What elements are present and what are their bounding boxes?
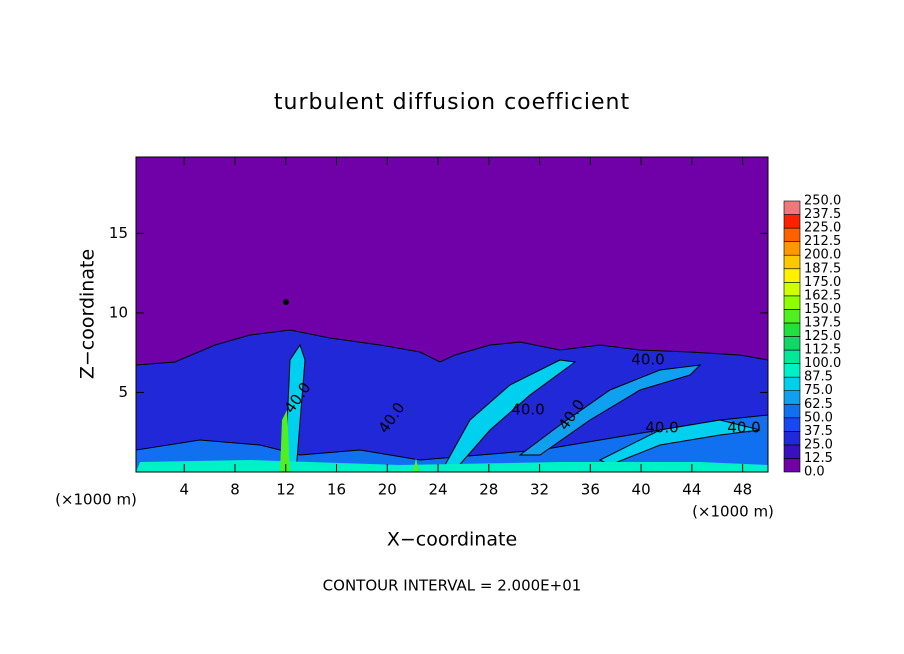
y-unit: (×1000 m)	[55, 491, 137, 509]
colorbar-label: 62.5	[804, 397, 833, 412]
colorbar-label: 112.5	[804, 343, 841, 358]
x-tick-label: 44	[682, 481, 701, 499]
colorbar-swatch	[783, 390, 801, 405]
colorbar-swatch	[783, 281, 801, 297]
colorbar-label: 100.0	[804, 356, 841, 371]
colorbar-swatch	[783, 363, 801, 378]
chart-title: turbulent diffusion coefficient	[274, 90, 630, 115]
x-tick-label: 40	[632, 481, 651, 499]
x-tick-label: 8	[230, 481, 240, 499]
field-region	[598, 419, 761, 466]
y-tick-label: 5	[118, 383, 128, 401]
field-region	[518, 364, 702, 456]
colorbar-label: 237.5	[804, 207, 841, 222]
field-region	[413, 458, 419, 472]
colorbar-swatch	[783, 322, 801, 337]
colorbar-label: 150.0	[804, 302, 841, 317]
colorbar-label: 162.5	[804, 288, 841, 303]
x-tick-label: 24	[428, 481, 447, 499]
colorbar-label: 0.0	[804, 465, 825, 480]
colorbar-label: 250.0	[804, 194, 841, 209]
colorbar-label: 37.5	[804, 424, 833, 439]
colorbar-swatch	[783, 227, 801, 242]
x-tick-label: 4	[179, 481, 189, 499]
contour-label: 40.0	[631, 351, 664, 369]
colorbar-swatch	[783, 403, 801, 419]
contour-label: 40.0	[511, 401, 544, 419]
colorbar-swatch	[783, 214, 801, 229]
colorbar-label: 12.5	[804, 451, 833, 466]
field-region	[280, 410, 290, 472]
colorbar-label: 200.0	[804, 248, 841, 263]
contour-label: 40.0	[645, 419, 678, 437]
colorbar-swatch	[783, 336, 801, 351]
x-tick-label: 12	[276, 481, 295, 499]
colorbar-label: 175.0	[804, 275, 841, 290]
y-axis-label: Z−coordinate	[77, 249, 99, 379]
contour-label: 40.0	[727, 419, 760, 437]
colorbar-swatch	[783, 444, 801, 459]
field-region	[283, 299, 289, 305]
colorbar-label: 225.0	[804, 221, 841, 236]
colorbar-label: 25.0	[804, 437, 833, 452]
colorbar-label: 75.0	[804, 383, 833, 398]
x-tick-label: 36	[581, 481, 600, 499]
plot-frame	[135, 156, 769, 473]
footer: CONTOUR INTERVAL = 2.000E+01	[323, 577, 582, 595]
colorbar-swatch	[783, 376, 801, 391]
colorbar-label: 187.5	[804, 261, 841, 276]
colorbar-label: 125.0	[804, 329, 841, 344]
colorbar-swatch	[783, 200, 801, 215]
field-region	[136, 460, 768, 472]
x-tick-label: 28	[479, 481, 498, 499]
field	[135, 157, 769, 473]
y-tick-label: 15	[109, 224, 128, 242]
colorbar-swatch	[783, 309, 801, 324]
x-unit: (×1000 m)	[692, 503, 774, 521]
x-tick-label: 20	[378, 481, 397, 499]
colorbar-label: 87.5	[804, 370, 833, 385]
colorbar-swatch	[783, 241, 801, 256]
colorbar-swatch	[783, 268, 801, 283]
colorbar-swatch	[783, 295, 801, 310]
colorbar-swatch	[783, 458, 801, 473]
colorbar-label: 212.5	[804, 234, 841, 249]
colorbar-swatch	[783, 431, 801, 446]
x-axis-label: X−coordinate	[387, 529, 517, 551]
colorbar-label: 50.0	[804, 410, 833, 425]
x-tick-label: 48	[733, 481, 752, 499]
field-region	[444, 359, 577, 471]
colorbar-swatch	[783, 254, 801, 270]
y-tick-label: 10	[109, 303, 128, 321]
x-tick-label: 16	[327, 481, 346, 499]
colorbar-swatch	[783, 417, 801, 432]
colorbar-label: 137.5	[804, 315, 841, 330]
colorbar-swatch	[783, 349, 801, 364]
x-tick-label: 32	[530, 481, 549, 499]
